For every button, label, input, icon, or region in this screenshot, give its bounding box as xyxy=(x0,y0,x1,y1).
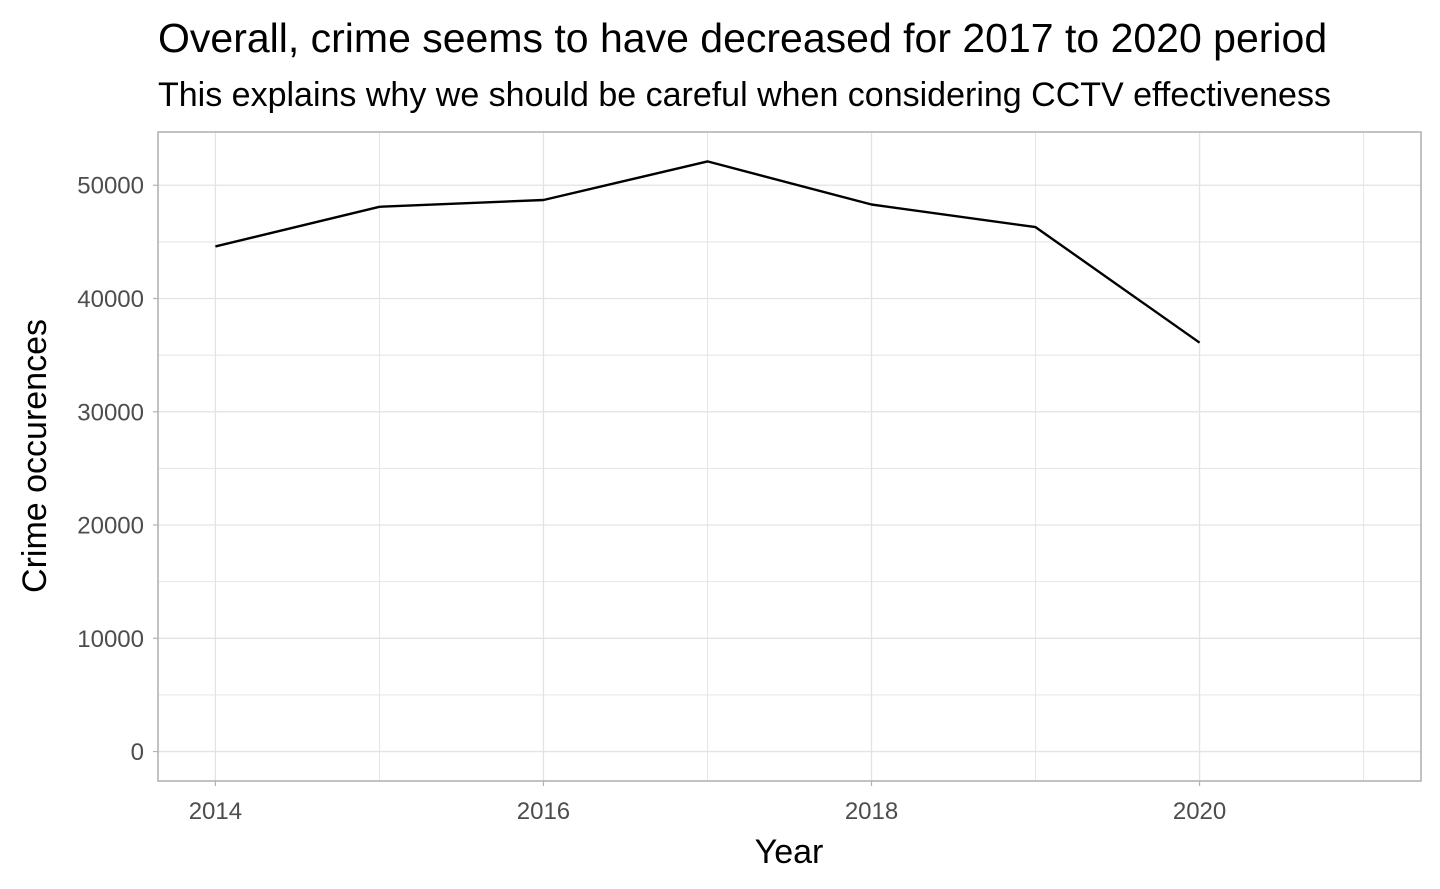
y-tick-label: 40000 xyxy=(77,286,144,313)
x-axis-title: Year xyxy=(755,833,824,871)
x-tick-label: 2016 xyxy=(517,798,570,825)
y-tick-label: 50000 xyxy=(77,173,144,200)
y-tick-label: 20000 xyxy=(77,513,144,540)
y-axis-title: Crime occurences xyxy=(16,319,54,593)
y-tick-label: 0 xyxy=(131,739,144,766)
x-axis-ticks: 2014 2016 2018 2020 xyxy=(189,781,1226,825)
panel-border xyxy=(157,131,1422,782)
chart-subtitle: This explains why we should be careful w… xyxy=(158,76,1331,114)
x-tick-label: 2020 xyxy=(1173,798,1226,825)
x-tick-label: 2014 xyxy=(189,798,242,825)
series-layer xyxy=(215,160,1201,344)
chart-title: Overall, crime seems to have decreased f… xyxy=(158,15,1327,61)
series-line xyxy=(215,160,1201,344)
y-tick-label: 10000 xyxy=(77,626,144,653)
minor-gridlines xyxy=(158,132,1421,781)
y-tick-label: 30000 xyxy=(77,399,144,426)
x-tick-label: 2018 xyxy=(845,798,898,825)
y-axis-ticks: 0 10000 20000 30000 40000 50000 xyxy=(77,173,158,766)
major-gridlines xyxy=(158,132,1421,781)
